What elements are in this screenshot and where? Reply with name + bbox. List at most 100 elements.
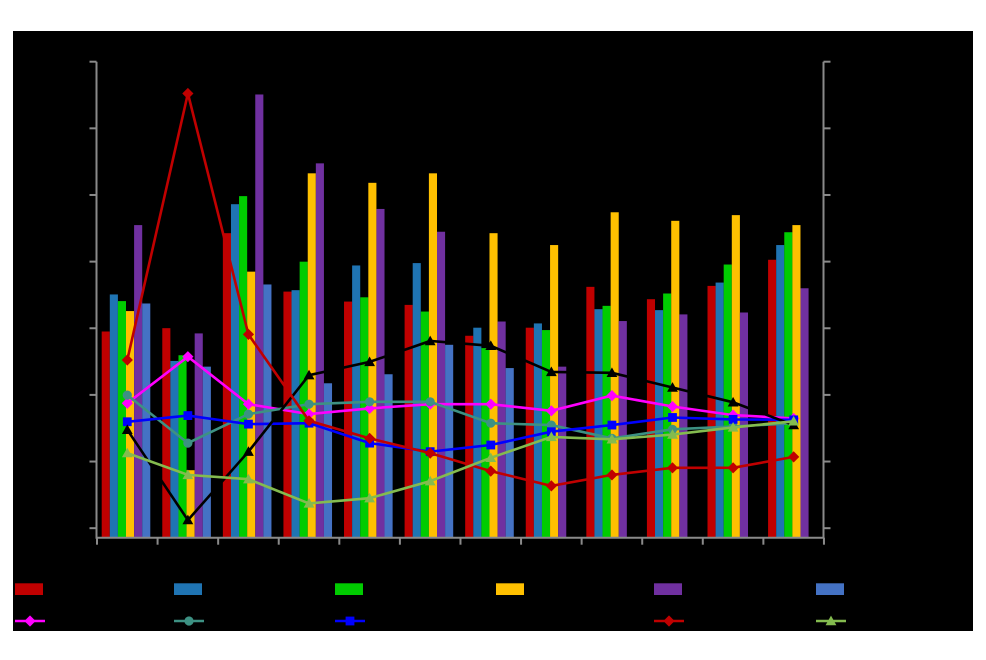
bar — [186, 470, 195, 538]
bar — [222, 233, 231, 538]
series-marker — [486, 418, 496, 428]
series-marker — [122, 390, 132, 400]
bar — [384, 374, 393, 538]
series-line — [126, 420, 794, 505]
legend-swatch-dark-red-bar — [15, 583, 43, 595]
series-marker — [667, 429, 678, 439]
series-marker — [485, 398, 497, 410]
series-marker — [666, 400, 679, 413]
bar — [715, 282, 724, 538]
series-marker — [364, 492, 376, 503]
bar — [618, 321, 627, 538]
bar — [376, 208, 385, 538]
bar — [117, 301, 126, 538]
bar — [194, 333, 203, 538]
series-marker — [606, 469, 618, 481]
series-marker — [364, 432, 376, 444]
series-marker — [727, 396, 739, 407]
series-marker — [667, 382, 678, 392]
series-marker — [121, 397, 133, 409]
bar — [465, 335, 474, 538]
series-marker — [304, 399, 314, 409]
bar — [792, 225, 801, 538]
series-marker — [122, 417, 132, 427]
bar — [307, 173, 316, 538]
series-marker — [365, 397, 375, 407]
series-marker — [728, 414, 738, 424]
bar — [134, 225, 143, 538]
bar — [473, 327, 482, 538]
series-marker — [545, 405, 557, 417]
bar — [800, 288, 809, 538]
series-marker — [182, 514, 194, 525]
series-marker — [242, 398, 255, 410]
bar — [602, 305, 611, 538]
bar — [291, 290, 300, 538]
bar — [162, 328, 171, 538]
bar — [731, 215, 740, 538]
series-marker — [243, 446, 254, 456]
series-marker — [788, 415, 800, 426]
series-line — [127, 414, 794, 454]
series-marker — [121, 354, 133, 366]
bar — [558, 366, 567, 538]
bar — [255, 94, 264, 538]
series-marker — [666, 462, 679, 474]
bar — [679, 314, 688, 538]
series-marker — [606, 433, 618, 444]
legend — [15, 583, 846, 627]
series-line — [126, 93, 794, 488]
chart-plot — [15, 60, 846, 627]
series-marker — [182, 469, 194, 480]
legend-marker-magenta-line — [24, 615, 36, 627]
series-marker — [183, 411, 193, 420]
bar — [586, 286, 595, 538]
series-marker — [486, 440, 496, 450]
series-marker — [727, 462, 739, 474]
series-marker — [183, 438, 193, 448]
line-series-black-line — [121, 335, 800, 525]
series-marker — [303, 369, 315, 380]
bar — [533, 323, 542, 538]
bar — [170, 360, 179, 538]
bar — [283, 291, 292, 538]
series-marker — [364, 356, 376, 367]
bar — [239, 196, 248, 538]
series-marker — [607, 420, 617, 430]
bar — [230, 204, 240, 538]
series-line — [126, 394, 794, 445]
series-marker — [485, 452, 497, 463]
series-marker — [121, 447, 133, 458]
series-marker — [242, 328, 255, 340]
series-marker — [182, 351, 194, 363]
bar — [481, 348, 490, 538]
bar — [420, 311, 429, 538]
series-marker — [244, 419, 253, 429]
series-marker — [424, 335, 436, 346]
series-marker — [425, 397, 435, 407]
series-marker — [606, 390, 618, 402]
bar — [594, 309, 603, 538]
series-marker — [424, 475, 436, 486]
series-marker — [606, 367, 618, 378]
bar — [768, 259, 777, 538]
legend-marker-blue-line — [345, 616, 355, 626]
bar — [655, 310, 664, 538]
bar — [202, 366, 211, 538]
series-marker — [545, 431, 557, 442]
bar — [437, 231, 446, 538]
bar — [404, 304, 413, 538]
legend-marker-light-green-line — [825, 615, 837, 626]
series-marker — [303, 415, 315, 427]
bar — [784, 232, 793, 538]
legend-swatch-green-bar — [335, 583, 363, 595]
bar — [360, 297, 369, 538]
series-line — [126, 339, 795, 523]
series-marker — [485, 465, 497, 477]
series-marker — [121, 424, 133, 435]
series-marker — [303, 498, 315, 508]
bar — [344, 301, 353, 538]
bar — [663, 293, 672, 538]
bar — [109, 294, 118, 538]
